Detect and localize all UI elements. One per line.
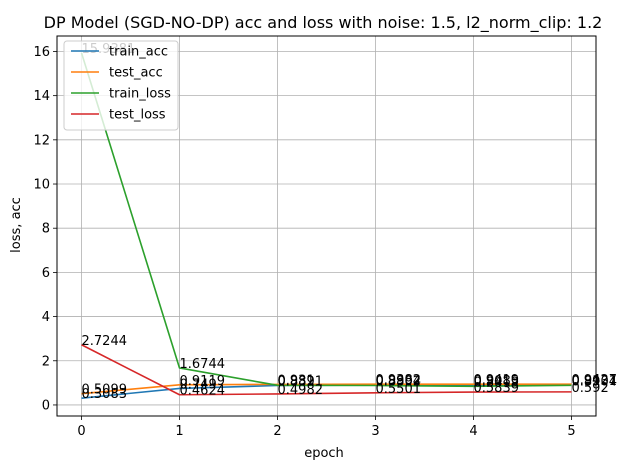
y-tick-label: 0 [42, 398, 50, 413]
data-label-test_acc: 0.9419 [474, 373, 520, 388]
series-line-train_loss [80, 52, 572, 388]
data-label-train_loss: 1.6744 [180, 357, 226, 372]
legend-label-train_acc: train_acc [109, 45, 168, 60]
y-tick-label: 8 [42, 222, 50, 237]
y-tick-label: 14 [33, 89, 50, 104]
legend: train_acc test_acc train_loss test_loss [63, 40, 179, 131]
y-tick-label: 4 [42, 310, 50, 325]
legend-box [63, 40, 179, 131]
data-label-test_acc: 0.9119 [180, 374, 226, 389]
data-label-test_loss: 0.4982 [278, 383, 324, 398]
x-tick-label: 1 [175, 424, 183, 439]
y-tick-label: 16 [33, 45, 50, 60]
data-label-test_acc: 0.5099 [82, 383, 128, 398]
data-label-test_acc: 0.9427 [572, 373, 618, 388]
series-lines [80, 52, 572, 399]
x-tick-label: 5 [567, 424, 575, 439]
x-tick-label: 3 [371, 424, 379, 439]
series-line-test_loss [81, 344, 572, 396]
grid-lines [57, 36, 596, 416]
data-label-test_loss: 0.5501 [376, 382, 422, 397]
x-tick-label: 0 [77, 424, 85, 439]
data-label-train_loss: 0.8802 [376, 375, 422, 390]
data-label-train_loss: 0.889 [278, 374, 315, 389]
data-label-train_loss: 0.8419 [474, 375, 520, 390]
y-tick-label: 6 [42, 266, 50, 281]
y-tick-label: 12 [33, 133, 50, 148]
data-label-test_loss: 0.5839 [474, 381, 520, 396]
legend-label-train_loss: train_loss [109, 87, 171, 102]
data-label-test_acc: 0.931 [278, 373, 315, 388]
data-label-test_loss: 0.592 [572, 381, 609, 396]
data-label-train_acc: 0.8994 [376, 374, 422, 389]
y-tick-label: 10 [33, 178, 50, 193]
x-axis-ticks: 0 1 2 3 4 5 [77, 416, 576, 439]
chart-title: DP Model (SGD-NO-DP) acc and loss with n… [44, 13, 603, 33]
x-tick-label: 2 [273, 424, 281, 439]
legend-label-test_acc: test_acc [109, 66, 163, 81]
data-label-test_acc: 0.9382 [376, 373, 422, 388]
y-axis-label: loss, acc [9, 197, 24, 253]
y-tick-label: 2 [42, 354, 50, 369]
data-label-train_acc: 0.3083 [82, 387, 128, 402]
data-label-train_acc: 0.9085 [474, 374, 520, 389]
data-label-train_acc: 0.9131 [572, 374, 618, 389]
plot-frame [56, 35, 597, 417]
y-axis-ticks: 0 2 4 6 8 10 12 14 16 [33, 45, 57, 413]
data-label-test_loss: 0.4624 [180, 384, 226, 399]
x-axis-label: epoch [304, 446, 344, 461]
x-tick-label: 4 [469, 424, 477, 439]
data-label-train_loss: 0.8904 [572, 374, 618, 389]
data-label-test_loss: 2.7244 [82, 334, 128, 349]
data-label-train_acc: 0.749 [180, 377, 217, 392]
data-labels: 0.3083 0.749 0.8821 0.8994 0.9085 0.9131 0.509… [82, 42, 618, 402]
data-label-train_acc: 0.8821 [278, 374, 324, 389]
legend-label-test_loss: test_loss [109, 108, 166, 123]
